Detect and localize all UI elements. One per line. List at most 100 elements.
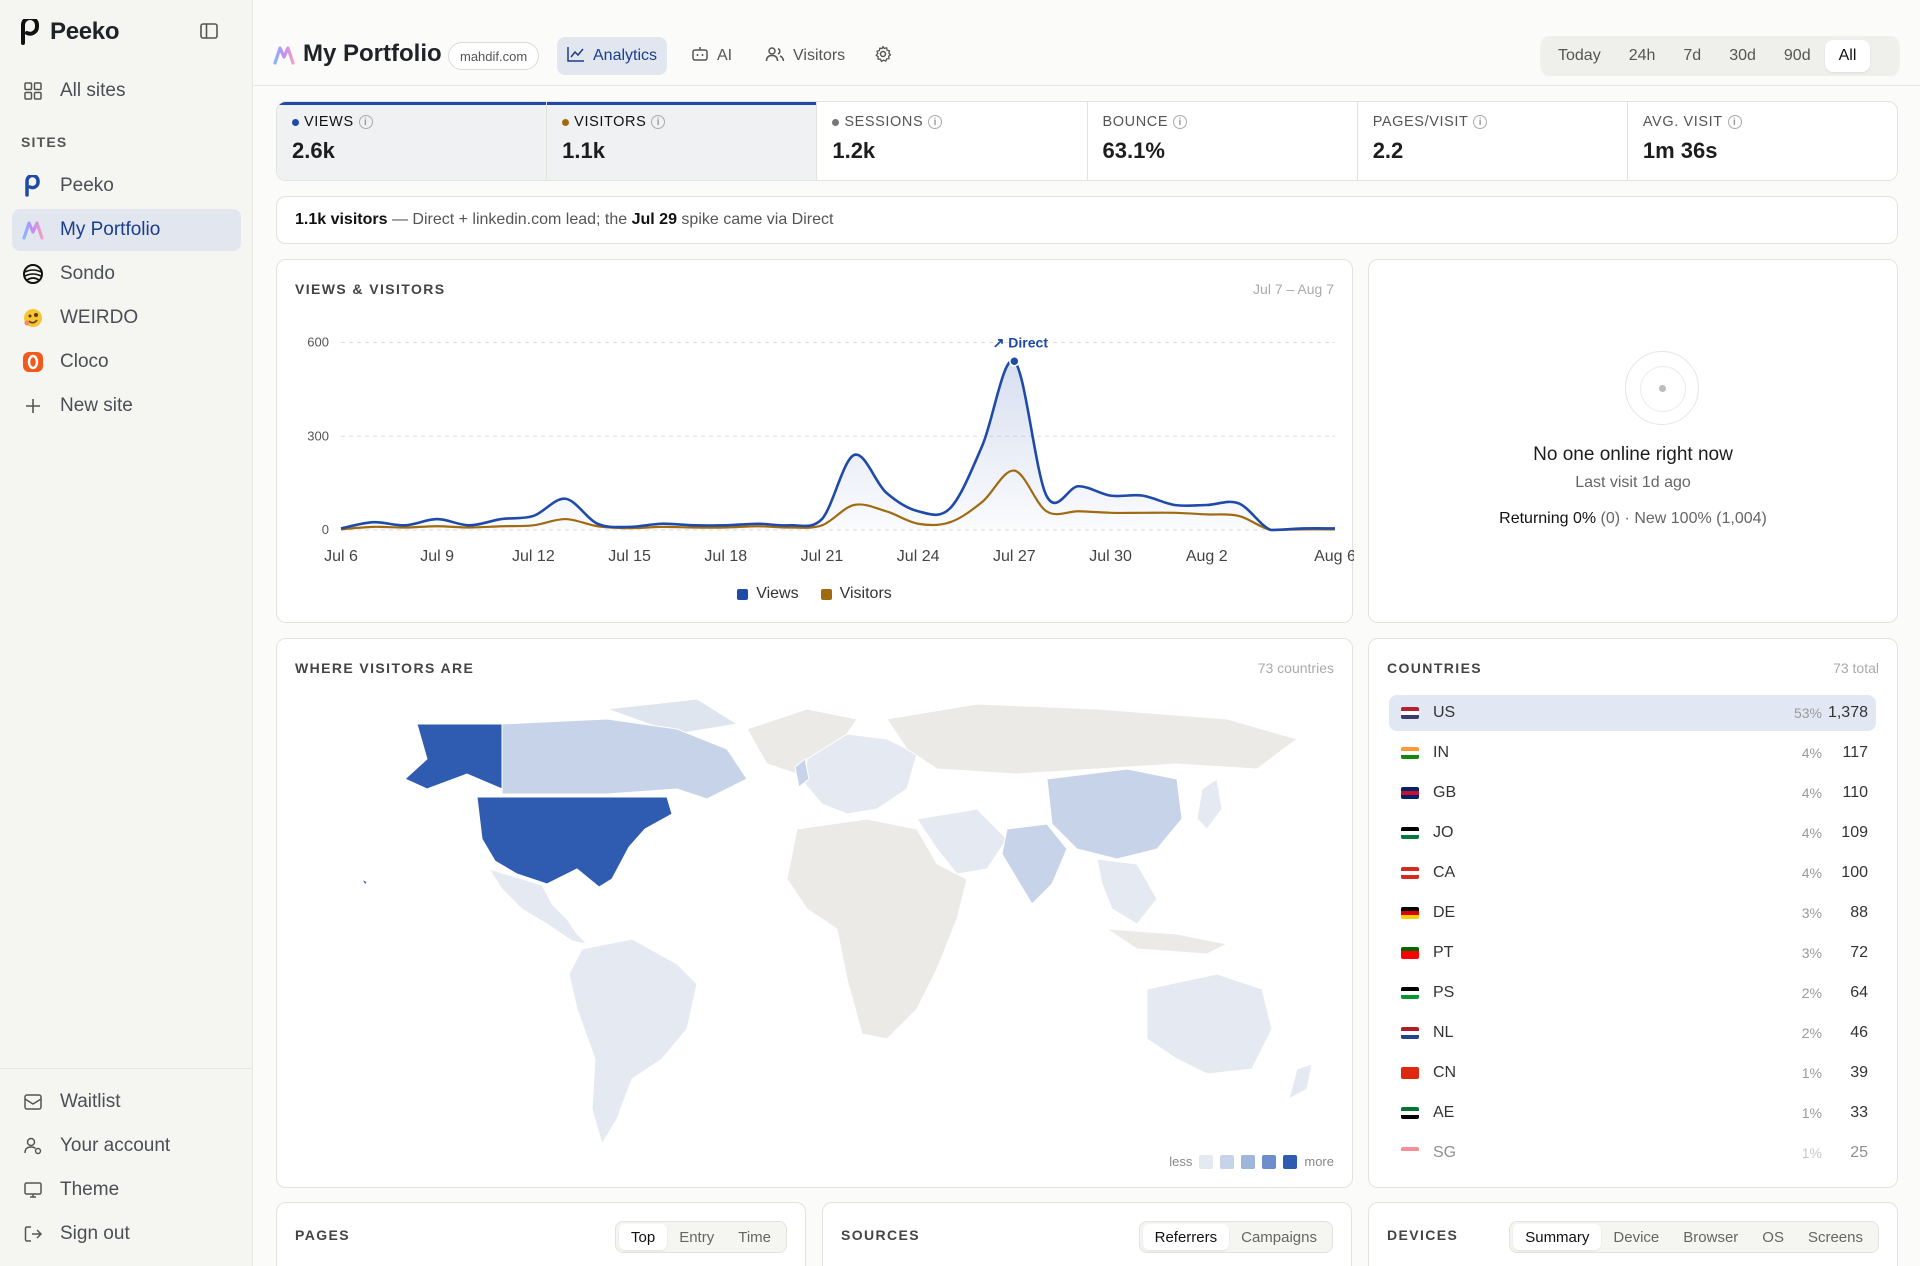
- map-country-middle-east[interactable]: [916, 808, 1008, 875]
- country-count: 117: [1842, 744, 1868, 761]
- country-row[interactable]: IN 4% 117: [1389, 735, 1876, 771]
- sources-segment: Referrers Campaigns: [1138, 1221, 1333, 1253]
- theme-link[interactable]: Theme: [12, 1169, 241, 1211]
- map-country-mexico[interactable]: [487, 868, 589, 945]
- range-90d[interactable]: 90d: [1783, 47, 1811, 64]
- brand[interactable]: Peeko: [20, 18, 120, 46]
- devices-segment: Summary Device Browser OS Screens: [1509, 1221, 1879, 1253]
- card-title: COUNTRIES: [1387, 660, 1483, 676]
- tab-visitors[interactable]: Visitors: [755, 37, 855, 75]
- stat-avg-visit[interactable]: AVG. VISIT i 1m 36s: [1628, 102, 1897, 180]
- all-sites-link[interactable]: All sites: [12, 70, 241, 112]
- devices-tab-screens[interactable]: Screens: [1807, 1228, 1863, 1246]
- world-map[interactable]: [277, 679, 1354, 1179]
- settings-button[interactable]: [864, 37, 902, 75]
- map-country-russia[interactable]: [886, 703, 1299, 775]
- range-all[interactable]: All: [1824, 40, 1871, 72]
- country-code: PS: [1433, 984, 1455, 1001]
- range-24h[interactable]: 24h: [1628, 47, 1656, 64]
- info-icon[interactable]: i: [928, 115, 943, 129]
- devices-tab-summary[interactable]: Summary: [1513, 1224, 1602, 1250]
- views-visitors-card: VIEWS & VISITORS Jul 7 – Aug 7 0 300 600 Ju…: [276, 259, 1354, 623]
- range-30d[interactable]: 30d: [1729, 47, 1756, 64]
- country-row[interactable]: SG 1% 25: [1389, 1135, 1876, 1171]
- country-row[interactable]: PS 2% 64: [1389, 975, 1876, 1011]
- sidebar-site-my-portfolio[interactable]: My Portfolio: [12, 209, 241, 251]
- country-row[interactable]: PT 3% 72: [1389, 935, 1876, 971]
- country-row[interactable]: AE 1% 33: [1389, 1095, 1876, 1131]
- devices-tab-os[interactable]: OS: [1762, 1228, 1784, 1246]
- legend-views[interactable]: Views: [737, 585, 799, 603]
- country-count: 110: [1842, 784, 1868, 801]
- map-country-canada[interactable]: [501, 718, 748, 800]
- map-country-se-asia[interactable]: [1096, 858, 1158, 925]
- sidebar-site-peeko[interactable]: Peeko: [12, 165, 241, 207]
- waitlist-link[interactable]: Waitlist: [12, 1081, 241, 1123]
- legend-visitors[interactable]: Visitors: [820, 585, 892, 603]
- country-row[interactable]: NL 2% 46: [1389, 1015, 1876, 1051]
- info-icon[interactable]: i: [1173, 115, 1188, 129]
- map-country-indonesia[interactable]: [1105, 928, 1229, 955]
- monitor-icon: [22, 1179, 44, 1201]
- country-row[interactable]: JO 4% 109: [1389, 815, 1876, 851]
- map-country-china[interactable]: [1046, 768, 1183, 860]
- stat-label: AVG. VISIT: [1642, 114, 1723, 130]
- map-country-australia[interactable]: [1146, 973, 1273, 1075]
- line-chart-icon: [567, 46, 585, 67]
- map-country-uk[interactable]: [794, 758, 810, 788]
- info-icon[interactable]: i: [1473, 115, 1488, 129]
- sources-tab-campaigns[interactable]: Campaigns: [1241, 1228, 1317, 1246]
- info-icon[interactable]: i: [651, 115, 666, 129]
- country-row[interactable]: GB 4% 110: [1389, 775, 1876, 811]
- map-country-brazil[interactable]: [568, 938, 698, 1146]
- country-row[interactable]: DE 3% 88: [1389, 895, 1876, 931]
- info-icon[interactable]: i: [358, 115, 373, 129]
- domain-pill[interactable]: mahdif.com: [448, 42, 540, 70]
- map-country-india[interactable]: [1001, 823, 1068, 905]
- stat-bounce[interactable]: BOUNCE i 63.1%: [1088, 102, 1358, 180]
- map-country-usa[interactable]: [476, 796, 673, 888]
- sidebar-toggle-icon[interactable]: [198, 20, 220, 42]
- country-row[interactable]: US 53% 1,378: [1389, 695, 1876, 731]
- country-pct: 1%: [1801, 1065, 1822, 1081]
- account-link[interactable]: Your account: [12, 1125, 241, 1167]
- map-country-new-zealand[interactable]: [1288, 1063, 1313, 1101]
- info-icon[interactable]: i: [1727, 115, 1742, 129]
- country-code: SG: [1433, 1144, 1457, 1161]
- devices-tab-device[interactable]: Device: [1613, 1228, 1660, 1246]
- insight-text: spike came via Direct: [676, 211, 834, 228]
- pages-tab-top[interactable]: Top: [619, 1224, 668, 1250]
- card-meta: 73 total: [1833, 660, 1879, 676]
- map-country-alaska[interactable]: [404, 723, 503, 790]
- grid-icon: [22, 80, 44, 102]
- stat-views[interactable]: VIEWS i 2.6k: [277, 102, 548, 180]
- range-7d[interactable]: 7d: [1683, 47, 1702, 64]
- pages-tab-time[interactable]: Time: [738, 1228, 771, 1246]
- country-row[interactable]: CN 1% 39: [1389, 1055, 1876, 1091]
- sources-tab-referrers[interactable]: Referrers: [1142, 1224, 1230, 1250]
- sidebar-site-weirdo[interactable]: WEIRDO: [12, 297, 241, 339]
- views-visitors-chart[interactable]: 0 300 600 Jul 6 Jul 9 Jul 12 Jul 15 Jul 18 Jul 2…: [277, 260, 1354, 580]
- stat-label: SESSIONS: [844, 114, 924, 130]
- map-country-africa[interactable]: [786, 818, 968, 1040]
- map-country-japan[interactable]: [1196, 778, 1223, 830]
- portfolio-logo-icon: [273, 45, 295, 70]
- stat-visitors[interactable]: VISITORS i 1.1k: [547, 102, 818, 180]
- sidebar-site-label: Cloco: [60, 351, 109, 372]
- page-title: My Portfolio: [303, 40, 442, 67]
- sign-out-link[interactable]: Sign out: [12, 1213, 241, 1255]
- stat-pages-visit[interactable]: PAGES/VISIT i 2.2: [1358, 102, 1628, 180]
- country-row[interactable]: CA 4% 100: [1389, 855, 1876, 891]
- range-today[interactable]: Today: [1558, 47, 1601, 64]
- map-country-europe[interactable]: [804, 733, 918, 815]
- legend-swatch: [820, 588, 832, 600]
- tab-analytics[interactable]: Analytics: [557, 37, 668, 75]
- map-country-hawaii[interactable]: [360, 877, 368, 886]
- devices-tab-browser[interactable]: Browser: [1683, 1228, 1739, 1246]
- new-site-button[interactable]: New site: [12, 385, 241, 427]
- sidebar-site-cloco[interactable]: Cloco: [12, 341, 241, 383]
- tab-ai[interactable]: AI: [681, 37, 742, 75]
- stat-sessions[interactable]: SESSIONS i 1.2k: [817, 102, 1088, 180]
- sidebar-site-sondo[interactable]: Sondo: [12, 253, 241, 295]
- pages-tab-entry[interactable]: Entry: [679, 1228, 715, 1246]
